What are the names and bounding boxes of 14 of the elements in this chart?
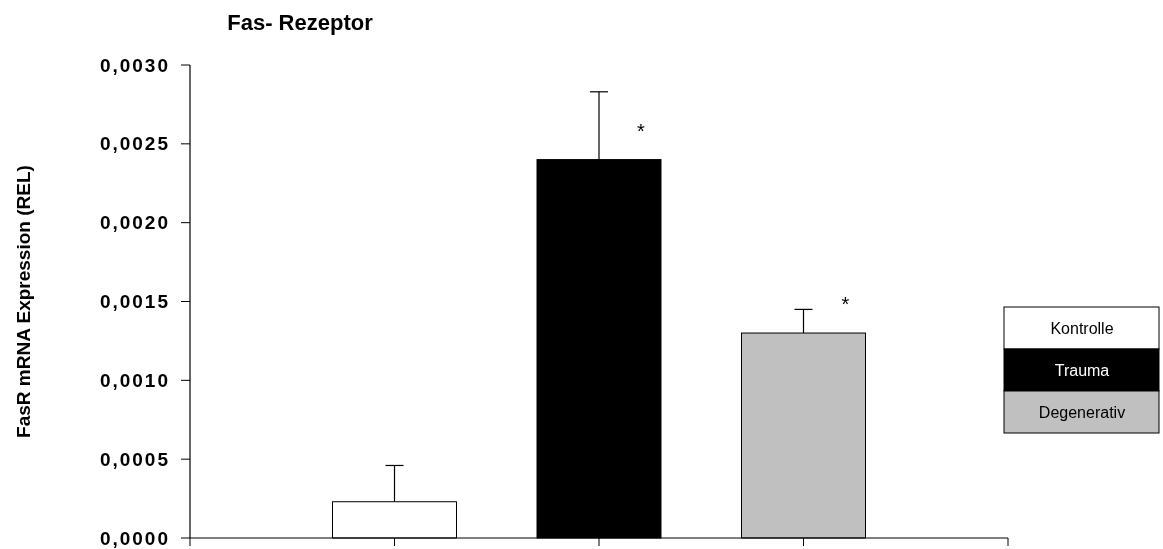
annotation: * xyxy=(637,119,646,142)
y-tick-label: 0,0005 xyxy=(99,448,170,470)
y-tick-label: 0,0010 xyxy=(99,369,170,391)
y-tick-label: 0,0025 xyxy=(99,133,170,155)
text: Degenerativ xyxy=(1038,403,1126,421)
text: Kontrolle xyxy=(1050,319,1114,337)
text: Trauma xyxy=(1054,361,1110,379)
annotation: * xyxy=(841,293,850,316)
chart-title: Fas- Rezeptor xyxy=(227,10,374,35)
y-axis-title: FasR mRNA Expression (REL) xyxy=(13,165,34,438)
y-tick-label: 0,0030 xyxy=(99,54,170,76)
y-tick-label: 0,0020 xyxy=(99,212,170,234)
y-tick-label: 0,0015 xyxy=(99,291,170,313)
y-tick-label: 0,0000 xyxy=(99,527,170,549)
